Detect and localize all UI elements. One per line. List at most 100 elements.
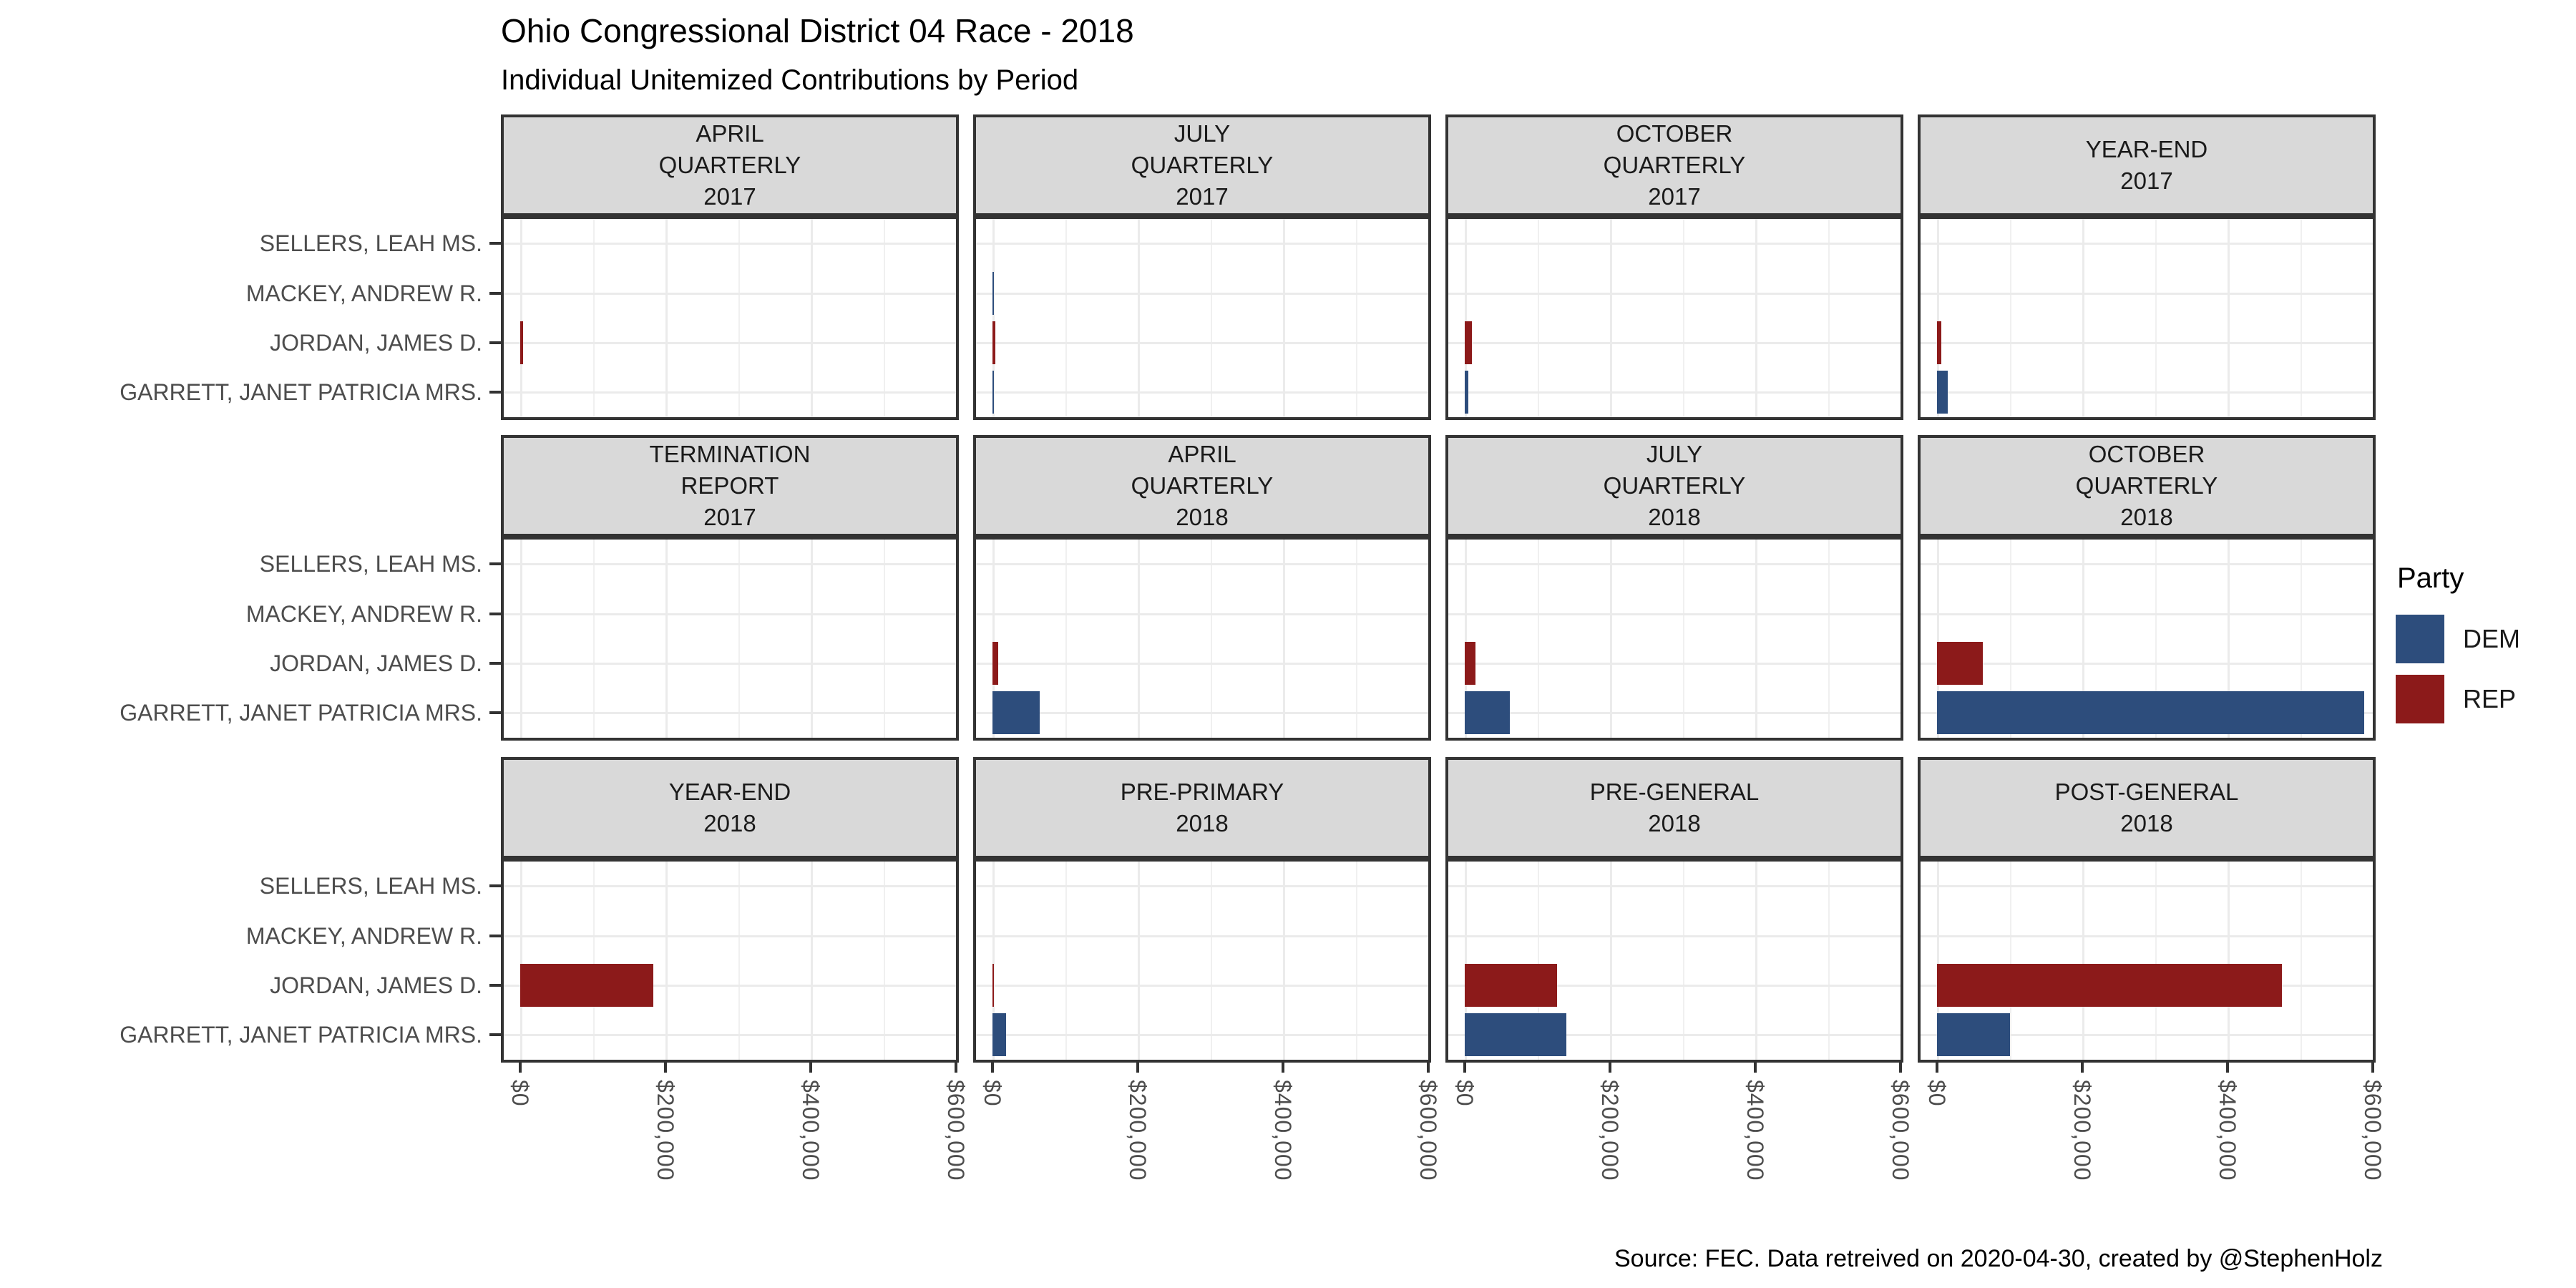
x-tick-label: $200,000: [653, 1080, 678, 1181]
bar: [1465, 371, 1468, 414]
facet-strip-label: YEAR-END: [668, 779, 791, 805]
y-axis-label: SELLERS, LEAH MS.: [259, 551, 482, 577]
x-tick-label: $600,000: [1888, 1080, 1913, 1181]
x-tick-label: $400,000: [1742, 1080, 1768, 1181]
gridline-v: [738, 219, 740, 417]
facet-strip-label: 2018: [1176, 810, 1229, 836]
gridline-v: [2155, 219, 2157, 417]
gridline-v: [811, 219, 813, 417]
y-axis-label: GARRETT, JANET PATRICIA MRS.: [119, 700, 482, 726]
gridline-v: [2373, 219, 2375, 417]
bar: [1465, 642, 1475, 685]
facet-strip-label: 2018: [1176, 504, 1229, 530]
facet-strip-label: 2017: [2120, 167, 2173, 194]
facet-strip-label: APRIL: [696, 120, 764, 147]
facet-strip: OCTOBER QUARTERLY 2018: [1918, 435, 2376, 537]
gridline-h: [976, 342, 1428, 344]
gridline-h: [1921, 293, 2373, 295]
facet-strip-label: POST-GENERAL: [2054, 779, 2239, 805]
gridline-h: [1448, 243, 1901, 245]
gridline-v: [1901, 219, 1903, 417]
chart-title: Ohio Congressional District 04 Race - 20…: [501, 12, 1134, 49]
gridline-v: [1682, 219, 1684, 417]
facet-strip-label: 2018: [703, 810, 756, 836]
x-tick-label: $0: [507, 1080, 533, 1107]
gridline-v: [1755, 862, 1757, 1060]
gridline-v: [883, 540, 885, 738]
y-tick-mark: [489, 711, 501, 714]
x-tick-mark: [664, 1063, 667, 1073]
facet-strip-label: PRE-GENERAL: [1589, 779, 1760, 805]
gridline-h: [1448, 985, 1901, 987]
facet-strip-label: 2017: [1176, 183, 1229, 210]
facet-panel: [501, 859, 959, 1063]
gridline-v: [992, 862, 995, 1060]
gridline-v: [1828, 862, 1830, 1060]
y-axis-label: GARRETT, JANET PATRICIA MRS.: [119, 379, 482, 405]
bar: [992, 371, 994, 414]
gridline-v: [665, 862, 668, 1060]
gridline-h: [1921, 563, 2373, 565]
y-tick-mark: [489, 1033, 501, 1036]
gridline-v: [1755, 540, 1757, 738]
gridline-v: [2082, 219, 2084, 417]
y-axis-label: JORDAN, JAMES D.: [270, 650, 482, 676]
gridline-v: [592, 540, 595, 738]
gridline-h: [504, 563, 956, 565]
gridline-v: [811, 540, 813, 738]
gridline-h: [1448, 1034, 1901, 1036]
gridline-v: [1537, 540, 1539, 738]
facet-strip-label: QUARTERLY: [1603, 472, 1746, 499]
facet-panel: [973, 859, 1431, 1063]
x-tick-label: $600,000: [2360, 1080, 2386, 1181]
gridline-h: [1448, 935, 1901, 937]
legend-item-dem: DEM: [2396, 615, 2520, 663]
x-tick-mark: [2081, 1063, 2084, 1073]
facet-panel: [973, 537, 1431, 741]
gridline-h: [1448, 712, 1901, 714]
gridline-v: [1465, 862, 1467, 1060]
facet-strip: OCTOBER QUARTERLY 2017: [1445, 114, 1903, 216]
x-tick-mark: [1463, 1063, 1466, 1073]
y-axis-label: SELLERS, LEAH MS.: [259, 230, 482, 256]
bar: [520, 964, 653, 1007]
x-tick-mark: [2371, 1063, 2374, 1073]
facet-strip-label: APRIL: [1168, 441, 1236, 467]
gridline-v: [1283, 540, 1285, 738]
facet-strip: YEAR-END 2017: [1918, 114, 2376, 216]
y-tick-mark: [489, 391, 501, 394]
facet-panel: [1445, 537, 1903, 741]
y-axis-label: GARRETT, JANET PATRICIA MRS.: [119, 1022, 482, 1048]
gridline-v: [1355, 862, 1357, 1060]
gridline-v: [1537, 219, 1539, 417]
gridline-v: [2300, 540, 2302, 738]
gridline-h: [1921, 391, 2373, 394]
gridline-v: [738, 540, 740, 738]
facet-panel: [501, 537, 959, 741]
x-tick-mark: [991, 1063, 994, 1073]
gridline-v: [1210, 540, 1212, 738]
gridline-v: [1355, 540, 1357, 738]
gridline-v: [2373, 540, 2375, 738]
gridline-v: [1610, 540, 1612, 738]
gridline-h: [976, 1034, 1428, 1036]
gridline-h: [504, 1034, 956, 1036]
bar: [1937, 371, 1948, 414]
gridline-v: [592, 219, 595, 417]
gridline-h: [1448, 885, 1901, 887]
gridline-h: [1448, 613, 1901, 615]
gridline-h: [1921, 613, 2373, 615]
facet-strip-label: QUARTERLY: [1603, 152, 1746, 178]
gridline-h: [1448, 342, 1901, 344]
facet-panel: [1918, 537, 2376, 741]
x-tick-mark: [1936, 1063, 1938, 1073]
gridline-v: [992, 219, 995, 417]
bar: [992, 321, 995, 364]
facet-strip-label: 2018: [2120, 810, 2173, 836]
gridline-h: [1921, 885, 2373, 887]
gridline-h: [1448, 663, 1901, 665]
bar: [520, 321, 523, 364]
facet-strip-label: 2017: [703, 504, 756, 530]
x-tick-label: $400,000: [1270, 1080, 1296, 1181]
gridline-v: [592, 862, 595, 1060]
